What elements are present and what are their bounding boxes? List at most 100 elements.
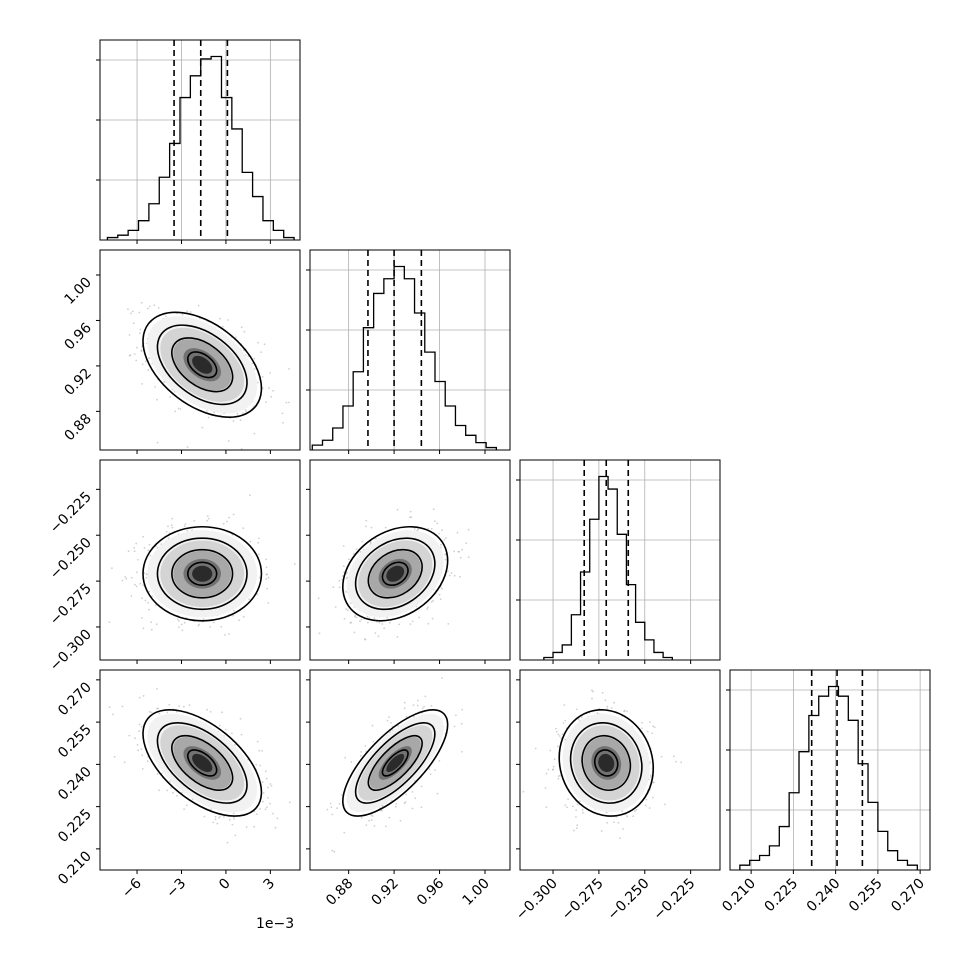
scatter-point	[141, 597, 143, 600]
scatter-point	[619, 837, 621, 840]
panel-frame-3-2	[519, 669, 721, 871]
scatter-point	[140, 748, 143, 750]
scatter-point	[228, 818, 231, 821]
scatter-point	[370, 526, 373, 529]
scatter-point	[411, 620, 414, 623]
scatter-point	[361, 540, 364, 543]
scatter-point	[447, 623, 450, 625]
scatter-point	[381, 623, 384, 625]
scatter-point	[201, 426, 204, 429]
scatter-point	[634, 810, 636, 812]
scatter-point	[245, 410, 248, 413]
scatter-point	[268, 387, 270, 389]
scatter-point	[253, 825, 256, 828]
scatter-point	[426, 608, 429, 610]
scatter-point	[145, 573, 148, 575]
scatter-point	[591, 697, 593, 700]
density-shade-4	[192, 753, 213, 773]
scatter-point	[176, 794, 178, 797]
scatter-point	[383, 627, 386, 630]
scatter-point	[562, 722, 565, 724]
scatter-point	[572, 829, 575, 832]
scatter-point	[264, 808, 267, 811]
scatter-point	[139, 328, 142, 331]
scatter-point	[206, 708, 209, 711]
scatter-point	[420, 806, 423, 808]
scatter-point	[136, 744, 139, 746]
scatter-point	[591, 689, 593, 692]
scatter-point	[198, 623, 201, 626]
contour-1	[156, 721, 248, 804]
scatter-point	[606, 821, 608, 824]
scatter-point	[243, 330, 246, 333]
scatter-point	[365, 525, 367, 528]
scatter-point	[547, 768, 550, 771]
density-shade-4	[386, 753, 405, 773]
scatter-point	[329, 802, 332, 805]
scatter-point	[240, 733, 243, 736]
scatter-point	[134, 737, 136, 740]
scatter-point	[424, 695, 427, 698]
scatter-point	[534, 747, 537, 750]
scatter-point	[181, 629, 184, 632]
scatter-point	[111, 567, 113, 570]
scatter-point	[427, 606, 429, 609]
scatter-panel-2-1	[306, 459, 511, 664]
scatter-point	[258, 576, 261, 579]
scatter-point	[388, 816, 391, 819]
scatter-point	[460, 750, 463, 753]
scatter-point	[388, 621, 391, 624]
scatter-point	[332, 586, 335, 589]
scatter-point	[189, 311, 192, 313]
scatter-point	[553, 758, 556, 761]
scatter-point	[557, 733, 560, 736]
scatter-point	[606, 705, 609, 708]
scatter-point	[352, 552, 355, 555]
density-shade-4	[386, 565, 405, 582]
scatter-point	[381, 805, 384, 808]
scatter-point	[581, 808, 584, 811]
scatter-point	[258, 749, 261, 752]
scatter-point	[165, 531, 168, 533]
scatter-panel-3-2	[516, 669, 721, 874]
scatter-point	[622, 828, 624, 830]
scatter-point	[604, 699, 607, 702]
scatter-point	[121, 579, 124, 582]
scatter-point	[646, 730, 649, 733]
contour-2	[171, 337, 234, 393]
panel-content-3-0	[108, 688, 291, 844]
scatter-point	[178, 705, 181, 707]
scatter-point	[390, 799, 393, 802]
scatter-point	[399, 819, 402, 822]
scatter-point	[147, 602, 149, 604]
panel-frame-3-1	[309, 669, 511, 871]
scatter-point	[149, 554, 152, 557]
scatter-point	[652, 725, 654, 728]
scatter-point	[453, 574, 456, 577]
scatter-point	[675, 760, 677, 763]
scatter-point	[142, 695, 145, 697]
scatter-point	[653, 781, 655, 784]
scatter-point	[130, 312, 132, 315]
scatter-point	[444, 558, 447, 561]
scatter-point	[233, 818, 235, 820]
scatter-point	[580, 716, 583, 718]
scatter-point	[345, 608, 348, 610]
scatter-point	[373, 617, 376, 620]
scatter-point	[632, 815, 635, 818]
scatter-point	[582, 811, 584, 814]
scatter-point	[375, 537, 377, 540]
scatter-point	[265, 401, 267, 403]
scatter-point	[228, 516, 231, 519]
scatter-point	[438, 532, 440, 535]
scatter-point	[177, 620, 180, 622]
scatter-point	[127, 550, 130, 553]
scatter-point	[348, 558, 350, 561]
scatter-point	[317, 597, 320, 600]
scatter-point	[138, 311, 141, 314]
scatter-point	[135, 585, 138, 588]
scatter-point	[251, 362, 254, 365]
scatter-point	[370, 814, 373, 816]
scatter-point	[212, 621, 215, 624]
scatter-point	[257, 541, 260, 544]
